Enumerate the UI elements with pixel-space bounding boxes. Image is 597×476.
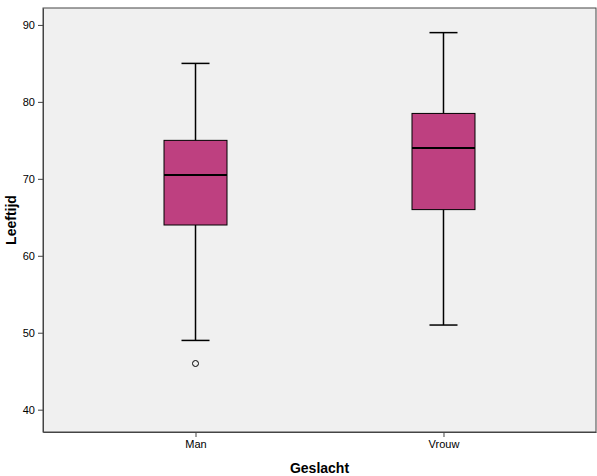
y-tick-label: 40 [23,404,35,416]
y-tick-mark [38,179,43,180]
whisker [195,225,197,340]
y-tick: 90 [23,19,43,31]
y-tick-mark [38,256,43,257]
whisker-cap [181,340,209,342]
y-tick: 40 [23,404,43,416]
x-tick: Vrouw [429,432,460,450]
whisker [443,33,445,114]
boxes [164,33,475,367]
y-tick-label: 60 [23,250,35,262]
x-axis: Man Vrouw [44,432,597,450]
whisker-cap [181,63,209,65]
median [164,174,227,176]
chart: 40 50 60 70 80 90 Man Vrouw Geslacht Leeftijd [0,0,597,476]
whisker [443,210,445,325]
y-tick-mark [38,410,43,411]
y-tick: 80 [23,96,43,108]
outlier [193,361,199,367]
whisker [195,63,197,140]
x-tick-mark [196,432,197,437]
x-axis-title: Geslacht [290,460,349,476]
x-tick: Man [185,432,206,450]
whisker-cap [429,32,457,34]
plot-frame [43,8,596,432]
y-tick: 50 [23,327,43,339]
x-tick-label: Vrouw [429,438,460,450]
y-axis: 40 50 60 70 80 90 [23,9,44,433]
y-tick: 60 [23,250,43,262]
x-tick-mark [443,432,444,437]
y-tick-mark [38,25,43,26]
whisker-cap [429,324,457,326]
y-tick-mark [38,102,43,103]
y-axis-line [43,9,44,433]
x-axis-line [44,432,597,433]
median [412,147,475,149]
y-tick-label: 90 [23,19,35,31]
box [164,140,227,225]
y-tick-mark [38,333,43,334]
plot-background [43,8,596,432]
x-tick-label: Man [185,438,206,450]
y-axis-title: Leeftijd [3,195,19,245]
y-tick: 70 [23,173,43,185]
y-tick-label: 80 [23,96,35,108]
y-tick-label: 50 [23,327,35,339]
box [412,113,475,209]
y-tick-label: 70 [23,173,35,185]
